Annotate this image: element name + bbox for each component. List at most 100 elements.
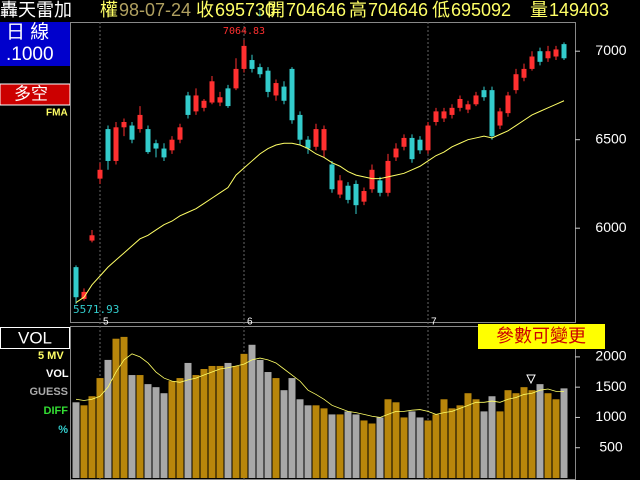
volume-bar xyxy=(448,408,456,478)
volume-bar xyxy=(280,390,288,478)
candle-body xyxy=(377,180,383,193)
volume-bar xyxy=(120,336,128,478)
candle-body xyxy=(545,51,551,59)
candle-body xyxy=(489,90,495,137)
candle-body xyxy=(233,68,239,89)
candle-body xyxy=(345,185,351,200)
candle-body xyxy=(209,81,215,103)
volume-bar xyxy=(264,372,272,478)
volume-bar xyxy=(88,396,96,478)
low-annotation: 5571.93 xyxy=(73,303,119,316)
volume-bar xyxy=(192,375,200,478)
volume-bar xyxy=(400,417,408,478)
volume-bar xyxy=(384,399,392,478)
volume-bar xyxy=(488,396,496,478)
candle-body xyxy=(401,137,407,147)
volume-bar xyxy=(296,399,304,478)
volume-bar xyxy=(184,362,192,478)
low: 695092 xyxy=(451,0,511,20)
candle-body xyxy=(329,164,335,190)
param-button-label[interactable]: 參數可變更 xyxy=(496,326,586,346)
volume-bar xyxy=(288,378,296,478)
volume-bar xyxy=(256,359,264,478)
candle-body xyxy=(505,95,511,114)
volume-bar xyxy=(272,378,280,478)
y-tick-label: 1000 xyxy=(595,408,626,424)
volume-bar xyxy=(344,411,352,478)
volume-bar xyxy=(520,387,528,478)
candle-body xyxy=(121,122,127,128)
volume-bar xyxy=(440,399,448,478)
volume-bar xyxy=(200,368,208,478)
volume: 149403 xyxy=(549,0,609,20)
param-button[interactable] xyxy=(478,324,605,349)
volume-bar xyxy=(464,393,472,478)
volume-bar xyxy=(456,405,464,478)
candle-body xyxy=(201,100,207,108)
date: 98-07-24 xyxy=(119,0,191,20)
legend-label: VOL xyxy=(46,368,69,380)
volume-bar xyxy=(224,362,232,478)
vol-label: 量 xyxy=(530,0,548,20)
close: 695730 xyxy=(215,0,275,20)
kind: 權 xyxy=(100,0,118,20)
header: 轟天雷加 權 98-07-24 收 695730 ↓ 開 704646 高 70… xyxy=(0,0,609,20)
candle-body xyxy=(105,129,111,161)
arrow: ↓ xyxy=(257,5,263,19)
candle-body xyxy=(457,98,463,108)
stock-name: 轟天雷加 xyxy=(0,0,72,20)
candle-body xyxy=(273,83,279,96)
volume-bar xyxy=(424,420,432,478)
vol-title-box xyxy=(0,327,70,349)
volume-bar xyxy=(352,414,360,478)
mode: 多空 xyxy=(14,84,48,103)
candle-body xyxy=(561,44,567,59)
volume-bar xyxy=(312,405,320,478)
y-tick-label: 500 xyxy=(599,438,623,454)
candle-body xyxy=(353,183,359,206)
candle-body xyxy=(145,129,151,153)
candle-body xyxy=(97,169,103,179)
volume-bar xyxy=(96,378,104,478)
candle-body xyxy=(321,129,327,151)
candle-body xyxy=(113,127,119,161)
volume-bar xyxy=(408,411,416,478)
candle-body xyxy=(305,139,311,149)
legend-label: % xyxy=(58,424,68,436)
candle-body xyxy=(337,180,343,195)
high-annotation: 7064.83 xyxy=(223,26,265,37)
candle-body xyxy=(177,127,183,140)
price-frame xyxy=(70,22,576,323)
close-label: 收 xyxy=(196,0,214,20)
volume-bar xyxy=(360,420,368,478)
volume-bar xyxy=(176,378,184,478)
y-tick-label: 7000 xyxy=(595,42,626,58)
volume-bar xyxy=(304,405,312,478)
open: 704646 xyxy=(286,0,346,20)
x-tick-label: 6 xyxy=(247,317,253,328)
volume-bar xyxy=(336,414,344,478)
candle-body xyxy=(473,95,479,105)
y-tick-label: 1500 xyxy=(595,378,626,394)
volume-bar xyxy=(232,365,240,478)
volume-bar xyxy=(472,399,480,478)
volume-bar xyxy=(80,405,88,478)
volume-bar xyxy=(216,365,224,478)
candle-body xyxy=(497,111,503,126)
candle-body xyxy=(297,114,303,140)
candle-body xyxy=(241,45,247,69)
candle-body xyxy=(137,114,143,130)
volume-bar xyxy=(152,387,160,478)
candle-body xyxy=(481,90,487,98)
volume-bar xyxy=(376,417,384,478)
candle-body xyxy=(425,125,431,151)
legend-label: GUESS xyxy=(29,386,68,398)
volume-bar xyxy=(432,414,440,478)
volume-bar xyxy=(544,393,552,478)
volume-bar xyxy=(320,408,328,478)
candle-body xyxy=(361,191,367,202)
unit: .1000 xyxy=(6,44,54,65)
high-label: 高 xyxy=(349,0,367,20)
